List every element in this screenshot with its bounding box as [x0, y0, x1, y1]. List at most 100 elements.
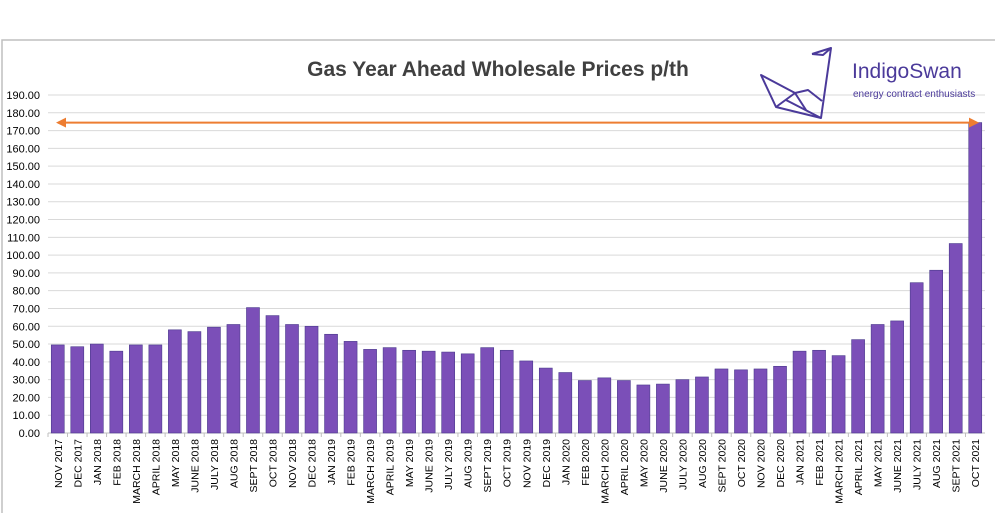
bar: [129, 344, 143, 434]
y-tick-label: 130.00: [6, 197, 40, 209]
x-tick-label: MARCH 2021: [834, 439, 846, 504]
x-tick-label: APRIL 2020: [619, 439, 631, 495]
x-tick-label: DEC 2020: [775, 439, 787, 488]
bar: [714, 368, 729, 434]
x-tick-label: SEPT 2020: [716, 439, 728, 493]
x-tick-label: JULY 2021: [912, 439, 924, 490]
x-tick-label: APRIL 2021: [853, 439, 865, 495]
x-tick-label: AUG 2020: [697, 439, 709, 488]
x-tick-label: SEPT 2021: [951, 439, 963, 493]
bar: [187, 331, 202, 434]
bar: [441, 351, 455, 434]
bar: [538, 367, 553, 434]
y-tick-label: 100.00: [6, 250, 40, 262]
bar: [812, 349, 826, 434]
bar: [558, 372, 573, 434]
logo-name: IndigoSwan: [852, 60, 962, 83]
x-tick-label: JAN 2020: [560, 439, 572, 485]
x-tick-label: APRIL 2018: [150, 439, 162, 495]
x-tick-label: DEC 2019: [541, 439, 553, 488]
x-tick-label: OCT 2020: [736, 439, 748, 487]
y-tick-label: 90.00: [12, 268, 40, 280]
y-tick-label: 150.00: [6, 161, 40, 173]
bar: [499, 349, 514, 434]
bar: [382, 347, 397, 434]
bar: [675, 379, 690, 434]
bar: [265, 315, 280, 434]
x-tick-label: FEB 2021: [814, 439, 826, 486]
y-tick-label: 50.00: [12, 339, 40, 351]
bar: [460, 353, 475, 434]
logo-tagline: energy contract enthusiasts: [853, 89, 975, 100]
x-tick-label: JAN 2019: [326, 439, 338, 485]
y-tick-label: 0.00: [19, 428, 40, 440]
y-tick-label: 110.00: [7, 232, 40, 244]
bar: [70, 346, 85, 434]
bar: [402, 349, 416, 434]
indigoswan-logo: IndigoSwan energy contract enthusiasts: [760, 47, 975, 119]
x-tick-label: APRIL 2019: [385, 439, 397, 495]
bar: [480, 347, 495, 434]
y-tick-label: 70.00: [12, 303, 40, 315]
bar: [831, 355, 846, 434]
bar: [656, 383, 670, 434]
bar: [363, 349, 377, 434]
x-tick-label: AUG 2019: [463, 439, 475, 488]
x-tick-label: DEC 2018: [307, 439, 319, 488]
y-tick-label: 180.00: [6, 108, 40, 120]
bar: [148, 344, 163, 434]
bar: [617, 380, 631, 434]
x-tick-label: JULY 2020: [677, 439, 689, 490]
origami-swan-icon: [760, 47, 832, 119]
x-tick-label: OCT 2019: [502, 439, 514, 487]
bar: [304, 325, 319, 434]
y-tick-label: 160.00: [6, 143, 40, 155]
x-tick-label: MARCH 2019: [365, 439, 377, 504]
x-tick-label: JUNE 2019: [424, 439, 436, 493]
x-tick-label: JUNE 2018: [189, 439, 201, 493]
y-tick-label: 60.00: [12, 321, 40, 333]
x-tick-label: MARCH 2018: [131, 439, 143, 504]
bar: [792, 350, 807, 434]
bar: [870, 324, 885, 434]
bar: [207, 326, 221, 434]
bar: [324, 333, 338, 434]
x-tick-label: AUG 2018: [228, 439, 240, 488]
bar: [421, 350, 436, 434]
y-tick-label: 170.00: [6, 126, 40, 138]
y-tick-label: 190.00: [6, 90, 40, 102]
bar: [285, 324, 299, 434]
x-tick-label: FEB 2019: [346, 439, 358, 486]
bar: [578, 380, 592, 434]
bar: [636, 384, 651, 434]
x-tick-label: MAY 2018: [170, 439, 182, 487]
x-tick-label: NOV 2019: [521, 439, 533, 488]
x-tick-label: NOV 2018: [287, 439, 299, 488]
x-tick-label: JULY 2019: [443, 439, 455, 490]
bar: [909, 282, 924, 434]
y-tick-label: 120.00: [6, 215, 40, 227]
x-tick-label: MAY 2021: [873, 439, 885, 487]
chart-title: Gas Year Ahead Wholesale Prices p/th: [307, 58, 689, 81]
bar: [734, 369, 748, 434]
bar: [851, 339, 865, 434]
x-tick-label: NOV 2017: [53, 439, 65, 488]
bar: [773, 365, 787, 434]
x-tick-label: MAY 2020: [638, 439, 650, 487]
x-tick-label: MAY 2019: [404, 439, 416, 487]
bar: [948, 243, 963, 434]
y-tick-label: 20.00: [12, 392, 40, 404]
x-tick-label: NOV 2020: [756, 439, 768, 488]
bar: [695, 376, 709, 434]
bar: [929, 269, 943, 434]
bar: [246, 307, 260, 434]
x-tick-label: OCT 2018: [267, 439, 279, 487]
x-tick-label: DEC 2017: [72, 439, 84, 488]
y-tick-label: 10.00: [12, 410, 40, 422]
x-tick-label: JAN 2021: [795, 439, 807, 485]
x-tick-label: SEPT 2018: [248, 439, 260, 493]
bar: [890, 320, 904, 434]
x-tick-label: JUNE 2021: [892, 439, 904, 493]
bar: [753, 368, 768, 434]
